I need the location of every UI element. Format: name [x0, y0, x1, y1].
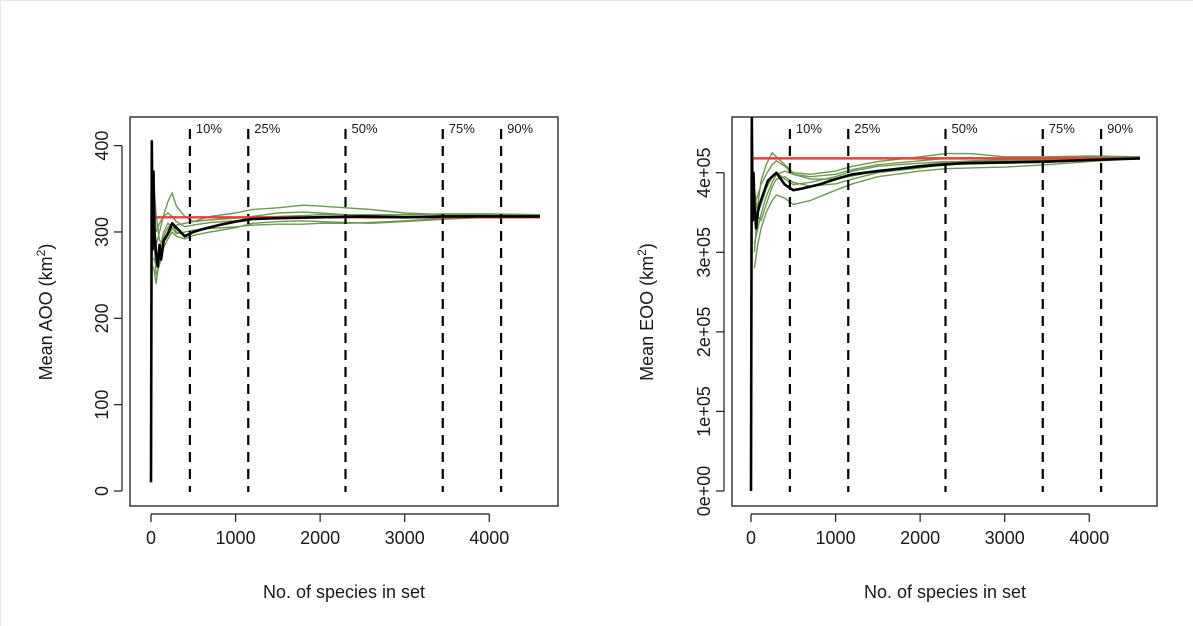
eoo-threshold-label-90pct: 90%	[1107, 121, 1133, 136]
eoo-x-tick-label: 1000	[816, 528, 856, 548]
aoo-threshold-label-10pct: 10%	[196, 121, 222, 136]
eoo-panel: 10% 25% 50% 75% 90% 0 1000 2000 3000 4000 0e+00 1…	[635, 116, 1158, 602]
eoo-y-tick-label: 3e+05	[694, 227, 714, 278]
eoo-mean-line-group	[749, 117, 1141, 492]
aoo-x-tick-label: 2000	[300, 528, 340, 548]
aoo-x-tick-label: 0	[146, 528, 156, 548]
eoo-simulation-line-5	[753, 156, 1140, 245]
eoo-simulation-line-4	[753, 157, 1141, 222]
eoo-simulation-line-3	[753, 156, 1141, 221]
aoo-x-tick-label: 3000	[385, 528, 425, 548]
aoo-x-tick-label: 4000	[469, 528, 509, 548]
aoo-threshold-lines: 10% 25% 50% 75% 90%	[188, 121, 534, 492]
aoo-threshold-label-90pct: 90%	[507, 121, 533, 136]
eoo-threshold-label-25pct: 25%	[854, 121, 880, 136]
eoo-x-tick-label: 3000	[985, 528, 1025, 548]
aoo-panel: 10% 25% 50% 75% 90% 0 1000 2000 3000 4000 0 100 20…	[34, 116, 559, 602]
aoo-threshold-label-50pct: 50%	[352, 121, 378, 136]
eoo-y-axis: 0e+00 1e+05 2e+05 3e+05 4e+05	[694, 147, 725, 517]
aoo-threshold-label-75pct: 75%	[449, 121, 475, 136]
aoo-threshold-label-25pct: 25%	[254, 121, 280, 136]
aoo-simulation-line-5	[152, 214, 541, 268]
aoo-y-axis-title: Mean AOO (km2)	[34, 244, 56, 381]
aoo-mean-line-group	[149, 140, 540, 483]
eoo-y-tick-label: 0e+00	[694, 466, 714, 517]
aoo-plot-frame	[129, 116, 559, 507]
eoo-threshold-label-75pct: 75%	[1049, 121, 1075, 136]
eoo-x-tick-label: 4000	[1069, 528, 1109, 548]
aoo-simulation-lines	[152, 180, 541, 284]
eoo-threshold-label-50pct: 50%	[952, 121, 978, 136]
eoo-threshold-label-10pct: 10%	[796, 121, 822, 136]
aoo-simulation-line-3	[152, 215, 541, 276]
eoo-x-tick-label: 2000	[900, 528, 940, 548]
eoo-plot-frame	[731, 116, 1158, 507]
eoo-x-axis: 0 1000 2000 3000 4000	[746, 513, 1109, 548]
aoo-y-tick-label: 100	[92, 390, 112, 420]
eoo-x-tick-label: 0	[746, 528, 756, 548]
aoo-x-axis: 0 1000 2000 3000 4000	[146, 513, 509, 548]
eoo-y-axis-title: Mean EOO (km2)	[635, 243, 657, 381]
aoo-y-tick-label: 200	[92, 303, 112, 333]
aoo-y-axis: 0 100 200 300 400	[92, 131, 123, 496]
aoo-y-tick-label: 400	[92, 131, 112, 161]
aoo-mean-line	[149, 140, 540, 483]
aoo-y-tick-label: 300	[92, 217, 112, 247]
eoo-threshold-lines: 10% 25% 50% 75% 90%	[788, 121, 1134, 492]
eoo-mean-line	[749, 117, 1141, 492]
eoo-simulation-lines	[753, 151, 1141, 269]
eoo-y-tick-label: 4e+05	[694, 147, 714, 198]
eoo-x-axis-title: No. of species in set	[864, 582, 1026, 602]
eoo-y-tick-label: 2e+05	[694, 307, 714, 358]
aoo-simulation-line-6	[152, 180, 541, 244]
eoo-y-tick-label: 1e+05	[694, 386, 714, 437]
aoo-y-tick-label: 0	[92, 486, 112, 496]
aoo-x-tick-label: 1000	[216, 528, 256, 548]
aoo-simulation-line-1	[152, 191, 540, 246]
eoo-simulation-line-1	[753, 151, 1141, 253]
eoo-simulation-line-2	[753, 157, 1141, 269]
aoo-x-axis-title: No. of species in set	[263, 582, 425, 602]
